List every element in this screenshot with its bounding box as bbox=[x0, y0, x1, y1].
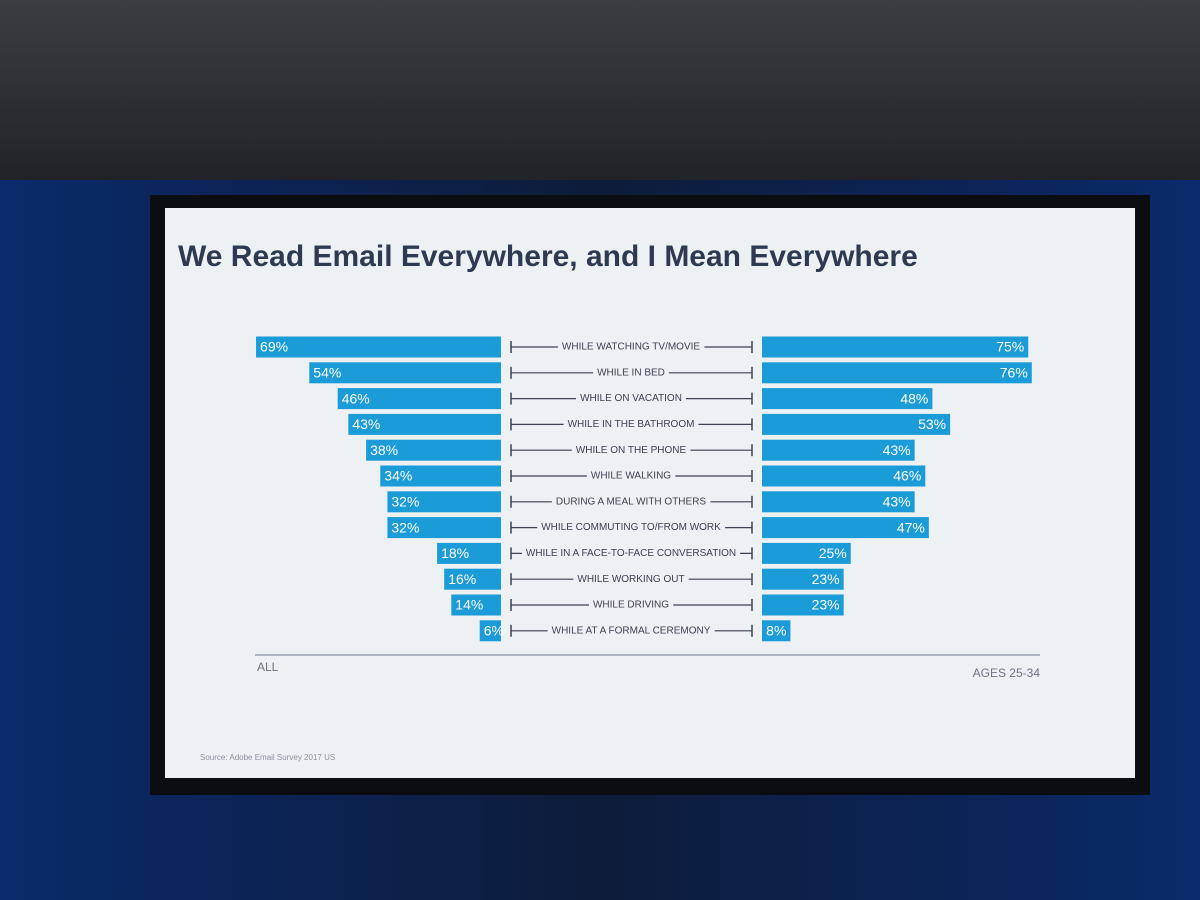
label-bg bbox=[537, 521, 726, 534]
bar bbox=[762, 568, 844, 590]
bar bbox=[762, 362, 1032, 384]
bar bbox=[762, 413, 951, 435]
value-label: 23% bbox=[812, 597, 840, 613]
bar bbox=[762, 517, 929, 539]
bar bbox=[444, 568, 501, 590]
value-label: 43% bbox=[883, 442, 911, 458]
value-label: 32% bbox=[391, 519, 419, 535]
bar bbox=[762, 465, 926, 487]
bar bbox=[762, 542, 851, 564]
category-label: WHILE ON THE PHONE bbox=[576, 445, 687, 456]
label-bg bbox=[547, 624, 715, 637]
bar bbox=[256, 336, 501, 358]
bar bbox=[762, 439, 915, 461]
value-label: 54% bbox=[313, 365, 341, 381]
value-label: 23% bbox=[812, 571, 840, 587]
value-label: 43% bbox=[883, 494, 911, 510]
bar bbox=[380, 465, 501, 487]
label-bg bbox=[588, 599, 674, 611]
ceiling bbox=[0, 0, 1200, 200]
label-bg bbox=[563, 418, 699, 431]
value-label: 48% bbox=[900, 390, 928, 406]
bar bbox=[762, 620, 791, 642]
value-label: 53% bbox=[918, 416, 946, 432]
bar bbox=[348, 413, 501, 435]
label-bg bbox=[573, 573, 689, 586]
value-label: 46% bbox=[893, 468, 921, 484]
bar bbox=[366, 439, 501, 461]
value-label: 6% bbox=[484, 623, 504, 639]
value-label: 69% bbox=[260, 339, 288, 355]
bar bbox=[337, 388, 501, 410]
slide bbox=[165, 208, 1135, 778]
category-label: WHILE DRIVING bbox=[593, 600, 669, 611]
bar bbox=[387, 517, 501, 539]
label-bg bbox=[551, 495, 711, 508]
bar bbox=[762, 491, 915, 513]
category-label: WHILE IN BED bbox=[597, 367, 665, 378]
chart-title: We Read Email Everywhere, and I Mean Eve… bbox=[178, 240, 918, 273]
label-bg bbox=[586, 470, 676, 482]
category-label: WHILE WORKING OUT bbox=[577, 574, 684, 585]
bar bbox=[387, 491, 501, 513]
label-bg bbox=[521, 547, 741, 560]
source: Source: Adobe Email Survey 2017 US bbox=[200, 753, 335, 762]
bar bbox=[479, 620, 501, 642]
label-bg bbox=[557, 341, 705, 353]
bar bbox=[437, 542, 501, 564]
category-label: WHILE COMMUTING TO/FROM WORK bbox=[541, 522, 721, 533]
value-label: 32% bbox=[391, 494, 419, 510]
legend-right: AGES 25-34 bbox=[973, 666, 1041, 680]
label-bg bbox=[576, 392, 686, 405]
value-label: 18% bbox=[441, 545, 469, 561]
category-label: WHILE AT A FORMAL CEREMONY bbox=[552, 625, 711, 636]
value-label: 75% bbox=[996, 339, 1024, 355]
legend-left: ALL bbox=[257, 660, 279, 674]
category-label: WHILE IN THE BATHROOM bbox=[568, 419, 695, 430]
value-label: 43% bbox=[352, 416, 380, 432]
value-label: 76% bbox=[1000, 365, 1028, 381]
bar bbox=[309, 362, 501, 384]
label-bg bbox=[571, 444, 691, 457]
category-label: WHILE WATCHING TV/MOVIE bbox=[562, 342, 700, 353]
category-label: WHILE WALKING bbox=[591, 471, 671, 482]
bar bbox=[451, 594, 501, 616]
value-label: 47% bbox=[897, 519, 925, 535]
value-label: 25% bbox=[819, 545, 847, 561]
plot: WHILE WATCHING TV/MOVIE WHILE IN BED WHILE… bbox=[256, 336, 1032, 642]
category-label: WHILE ON VACATION bbox=[580, 393, 682, 404]
category-label: DURING A MEAL WITH OTHERS bbox=[556, 496, 707, 507]
bar bbox=[762, 336, 1029, 358]
value-label: 46% bbox=[342, 390, 370, 406]
value-label: 34% bbox=[384, 468, 412, 484]
value-label: 38% bbox=[370, 442, 398, 458]
category-label: WHILE IN A FACE-TO-FACE CONVERSATION bbox=[526, 548, 736, 559]
value-label: 8% bbox=[766, 623, 786, 639]
bar bbox=[762, 594, 844, 616]
value-label: 16% bbox=[448, 571, 476, 587]
label-bg bbox=[593, 366, 669, 379]
bar bbox=[762, 388, 933, 410]
value-label: 14% bbox=[455, 597, 483, 613]
